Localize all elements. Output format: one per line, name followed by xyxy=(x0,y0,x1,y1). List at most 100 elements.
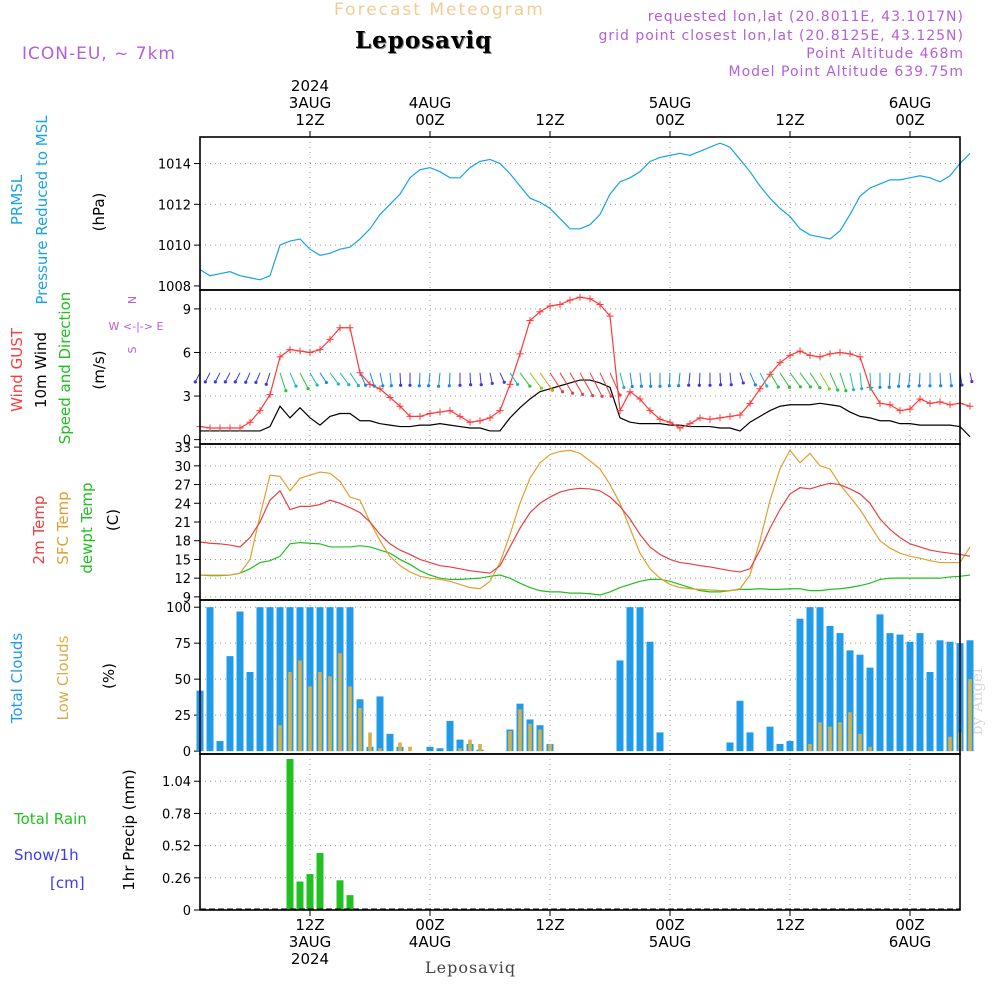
top-time-label: 00Z xyxy=(895,111,924,129)
gust-marker xyxy=(336,324,344,332)
gust-marker xyxy=(916,395,924,403)
bottom-time-label: 4AUG xyxy=(409,933,451,951)
wind-arrow xyxy=(619,372,625,388)
wind-arrow xyxy=(399,372,402,386)
total-cloud-bar xyxy=(896,634,904,752)
total-cloud-bar xyxy=(436,748,444,752)
wind-arrow-head xyxy=(827,387,832,391)
gust-marker xyxy=(516,350,524,358)
wind-arrow xyxy=(789,372,801,388)
wind-arrow xyxy=(569,372,584,395)
total-cloud-bar xyxy=(426,746,434,752)
gust-marker xyxy=(676,424,684,432)
panel-0-grid: 1008 1010 1012 1014 xyxy=(158,137,960,295)
y-tick-label: 100 xyxy=(166,601,191,616)
wind-arrow xyxy=(418,372,421,386)
gust-marker xyxy=(406,412,414,420)
gust-marker xyxy=(206,424,214,432)
gust-marker xyxy=(756,385,764,393)
wind-arrow-head xyxy=(697,383,701,387)
wind-arrow-head xyxy=(878,385,882,389)
wind-arrow-head xyxy=(667,384,671,388)
gust-marker xyxy=(646,407,654,415)
dewpoint-line xyxy=(199,541,971,596)
wind-arrow-head xyxy=(490,381,494,386)
gust-marker xyxy=(826,350,834,358)
panel-0-frame xyxy=(199,136,961,291)
gust-marker xyxy=(776,359,784,367)
low-cloud-bar xyxy=(818,722,822,752)
wind-arrow-head xyxy=(776,385,780,389)
grid-point-coords: grid point closest lon,lat (20.8125E, 43… xyxy=(598,28,964,44)
y-tick-label: 3 xyxy=(183,390,191,405)
y-tick-label: 50 xyxy=(174,673,191,688)
total-cloud-bar xyxy=(886,633,894,752)
y-tick-label: 24 xyxy=(174,497,191,512)
temp-2m-line xyxy=(199,482,971,574)
top-time-label: 5AUG xyxy=(649,94,691,112)
wind-arrow xyxy=(559,372,573,394)
compass-s: S xyxy=(126,346,139,353)
total-cloud-bar xyxy=(766,726,774,752)
wind-arrow xyxy=(859,372,863,389)
rain-bar xyxy=(336,880,344,910)
gust-marker xyxy=(566,296,574,304)
wind-arrow-head xyxy=(970,379,974,384)
wind-arrow-head xyxy=(244,380,248,384)
gust-marker xyxy=(666,418,674,426)
total-cloud-bar xyxy=(236,611,244,752)
gust-marker xyxy=(386,394,394,402)
gust-marker xyxy=(216,424,224,432)
wind-arrow-head xyxy=(363,383,368,387)
wind-arrow xyxy=(379,372,384,386)
wind-arrow-head xyxy=(479,383,483,387)
wind-arrow xyxy=(749,372,756,386)
top-time-label: 2024 xyxy=(291,77,329,95)
wind-arrow-head xyxy=(729,383,733,387)
wind-arrow-head xyxy=(591,394,595,398)
gust-marker xyxy=(526,317,534,325)
gust-marker xyxy=(846,350,854,358)
gust-marker xyxy=(366,380,374,388)
y-tick-label: 0 xyxy=(183,434,191,449)
footer-location: Leposaviq xyxy=(425,958,517,977)
bottom-time-label: 5AUG xyxy=(649,933,691,951)
gust-marker xyxy=(606,312,614,320)
total-cloud-bar xyxy=(746,732,754,752)
top-time-label: 12Z xyxy=(295,111,324,129)
panel-1-grid: 0 3 6 9 xyxy=(183,290,960,449)
gust-marker xyxy=(586,295,594,303)
bottom-time-label: 12Z xyxy=(535,916,564,934)
gust-marker xyxy=(436,408,444,416)
gust-marker xyxy=(296,347,304,355)
wind-arrow xyxy=(869,372,872,389)
pressure-msl-label: Pressure Reduced to MSL xyxy=(33,115,51,305)
wind-arrow-head xyxy=(306,386,310,391)
gust-marker xyxy=(376,385,384,393)
low-cloud-bar xyxy=(948,736,952,752)
wind-arrow xyxy=(234,372,241,383)
wind-arrow-head xyxy=(516,382,520,386)
wind-arrow xyxy=(509,372,519,385)
point-altitude: Point Altitude 468m xyxy=(806,46,964,62)
low-cloud-bar xyxy=(458,748,462,752)
wind-arrow-head xyxy=(284,389,288,393)
wind-arrow xyxy=(719,372,722,385)
gust-marker xyxy=(456,412,464,420)
rain-bar xyxy=(296,881,304,910)
gust-marker xyxy=(686,420,694,428)
low-cloud-bar xyxy=(508,730,512,752)
wind-arrow-head xyxy=(436,384,441,388)
wind-arrow-head xyxy=(939,384,943,388)
wind-arrow-head xyxy=(622,385,626,390)
gust-marker xyxy=(356,369,364,377)
hpa-unit-label: (hPa) xyxy=(90,193,108,232)
y-tick-label: 30 xyxy=(174,460,191,475)
wind-arrow-head xyxy=(356,383,360,388)
wind-arrow-head xyxy=(264,382,268,386)
gust-marker xyxy=(326,335,334,343)
compass-we: W <-|-> E xyxy=(109,320,164,333)
y-tick-label: 12 xyxy=(174,572,191,587)
wind-arrow-head xyxy=(618,393,622,397)
